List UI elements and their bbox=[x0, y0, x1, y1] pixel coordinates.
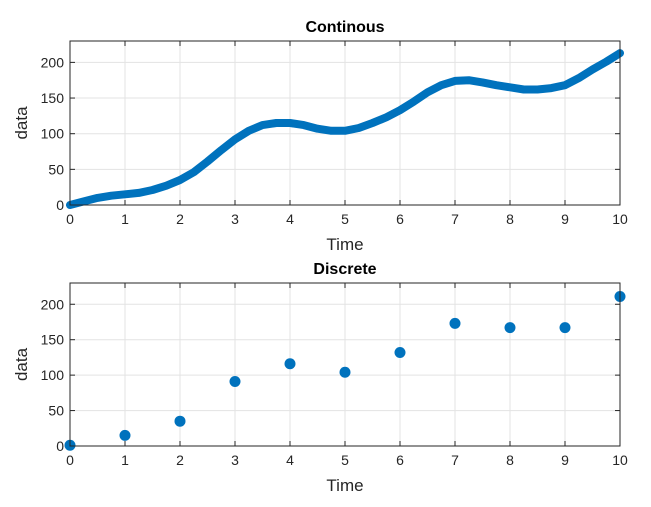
tick-marks bbox=[69, 283, 621, 447]
x-tick-label: 0 bbox=[66, 452, 74, 468]
plot-continuous: 0 1 2 3 4 5 6 7 8 9 10 0 50 100 150 200 Continous Time… bbox=[12, 19, 628, 254]
x-axis-label: Time bbox=[326, 235, 363, 254]
y-tick-labels: 0 50 100 150 200 bbox=[41, 296, 65, 454]
data-series bbox=[66, 49, 624, 209]
x-tick-label: 2 bbox=[176, 452, 184, 468]
y-tick-label: 150 bbox=[41, 90, 65, 106]
y-tick-label: 200 bbox=[41, 296, 65, 312]
x-tick-label: 4 bbox=[286, 452, 294, 468]
y-tick-label: 100 bbox=[41, 126, 65, 142]
x-tick-label: 10 bbox=[612, 452, 628, 468]
x-tick-label: 1 bbox=[121, 211, 129, 227]
data-point bbox=[284, 358, 296, 370]
data-point bbox=[229, 376, 241, 388]
grid-lines bbox=[69, 41, 621, 206]
y-tick-label: 50 bbox=[48, 403, 64, 419]
data-point bbox=[174, 415, 186, 427]
x-tick-label: 6 bbox=[396, 211, 404, 227]
x-axis-label: Time bbox=[326, 476, 363, 495]
y-tick-label: 50 bbox=[48, 161, 64, 177]
x-tick-label: 0 bbox=[66, 211, 74, 227]
x-tick-label: 5 bbox=[341, 211, 349, 227]
x-tick-label: 9 bbox=[561, 211, 569, 227]
chart-title: Discrete bbox=[313, 261, 376, 278]
y-tick-label: 150 bbox=[41, 332, 65, 348]
data-point bbox=[119, 429, 131, 441]
x-tick-label: 9 bbox=[561, 452, 569, 468]
x-tick-labels: 0 1 2 3 4 5 6 7 8 9 10 bbox=[66, 452, 628, 468]
x-tick-label: 3 bbox=[231, 452, 239, 468]
data-point bbox=[559, 322, 571, 334]
tick-marks bbox=[69, 41, 621, 206]
data-series bbox=[64, 290, 626, 451]
x-tick-label: 7 bbox=[451, 211, 459, 227]
y-tick-label: 100 bbox=[41, 367, 65, 383]
x-tick-label: 10 bbox=[612, 211, 628, 227]
x-tick-label: 2 bbox=[176, 211, 184, 227]
x-tick-label: 7 bbox=[451, 452, 459, 468]
data-point bbox=[504, 322, 516, 334]
data-point bbox=[339, 366, 351, 378]
y-tick-label: 0 bbox=[56, 438, 64, 454]
chart-title: Continous bbox=[305, 19, 384, 36]
y-axis-label: data bbox=[12, 106, 31, 140]
y-tick-label: 0 bbox=[56, 197, 64, 213]
x-tick-label: 8 bbox=[506, 452, 514, 468]
data-point bbox=[449, 317, 461, 329]
x-tick-label: 4 bbox=[286, 211, 294, 227]
x-tick-label: 1 bbox=[121, 452, 129, 468]
x-tick-label: 6 bbox=[396, 452, 404, 468]
x-tick-labels: 0 1 2 3 4 5 6 7 8 9 10 bbox=[66, 211, 628, 227]
x-tick-label: 5 bbox=[341, 452, 349, 468]
series-line bbox=[66, 49, 624, 209]
data-point bbox=[394, 346, 406, 358]
y-tick-label: 200 bbox=[41, 54, 65, 70]
y-axis-label: data bbox=[12, 347, 31, 381]
y-tick-labels: 0 50 100 150 200 bbox=[41, 54, 65, 213]
grid-lines bbox=[69, 283, 621, 447]
x-tick-label: 8 bbox=[506, 211, 514, 227]
x-tick-label: 3 bbox=[231, 211, 239, 227]
